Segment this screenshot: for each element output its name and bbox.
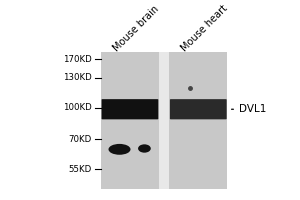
Text: 130KD: 130KD: [63, 73, 92, 82]
Text: 70KD: 70KD: [69, 135, 92, 144]
Bar: [159, 52, 169, 189]
Ellipse shape: [109, 144, 130, 155]
Bar: [169, 52, 227, 189]
Text: 170KD: 170KD: [63, 55, 92, 64]
Bar: [101, 52, 159, 189]
Text: Mouse brain: Mouse brain: [111, 4, 161, 53]
Text: DVL1: DVL1: [239, 104, 266, 114]
FancyBboxPatch shape: [102, 99, 158, 119]
Text: Mouse heart: Mouse heart: [180, 3, 230, 53]
Text: 100KD: 100KD: [63, 103, 92, 112]
Text: 55KD: 55KD: [69, 165, 92, 174]
FancyBboxPatch shape: [170, 99, 227, 119]
Ellipse shape: [138, 144, 151, 153]
